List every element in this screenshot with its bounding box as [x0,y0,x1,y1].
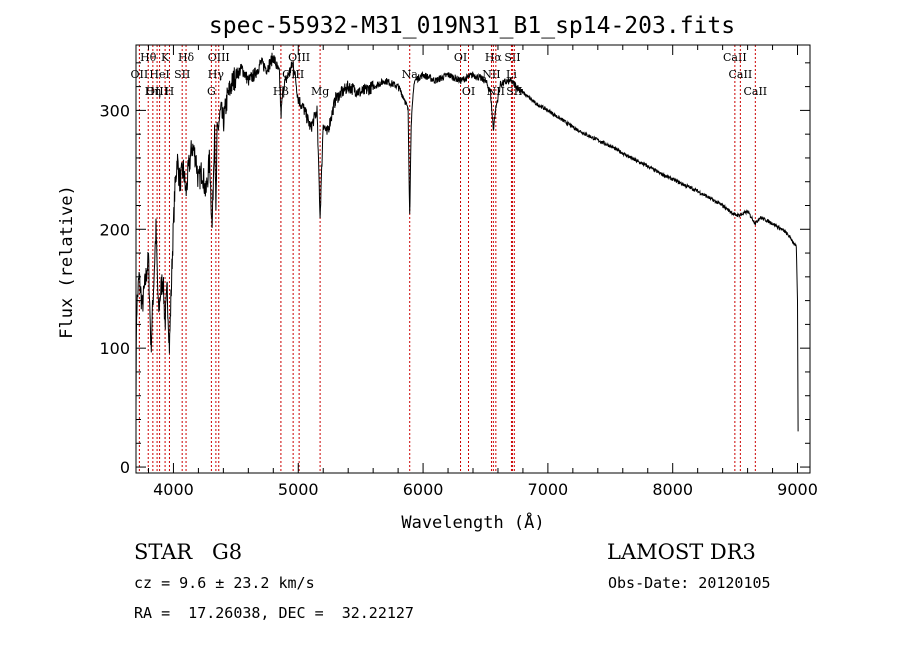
survey-name: LAMOST DR3 [607,540,756,564]
obs-date-text: Obs-Date: 20120105 [608,574,771,592]
line-marker-label: SII [504,51,520,64]
redshift-text: cz = 9.6 ± 23.2 km/s [134,574,315,592]
x-tick-label: 6000 [403,480,444,499]
line-marker-label: Hδ [178,51,195,64]
line-marker-label: CaII [729,68,753,81]
line-marker-label: OIII [146,85,168,98]
object-class: STAR [134,540,193,564]
line-marker-label: NII [487,85,505,98]
plot-frame [135,44,811,474]
line-marker-label: HeI [149,68,169,81]
y-tick-label: 300 [99,101,130,120]
line-marker-label: Li [506,68,517,81]
coordinates-text: RA = 17.26038, DEC = 32.22127 [134,604,414,622]
x-tick-label: 5000 [278,480,319,499]
line-marker-label: Hα [485,51,503,64]
x-tick-label: 7000 [528,480,569,499]
x-tick-label: 8000 [652,480,693,499]
object-subclass: G8 [212,540,243,564]
line-marker-label: Mg [311,85,329,98]
line-marker-label: CaII [723,51,747,64]
line-marker-label: OI [462,85,475,98]
axis-ticks: 4000 5000 6000 7000 8000 9000 0 100 200 300 [99,45,818,499]
x-tick-label: 9000 [777,480,818,499]
line-marker-label: SII [174,68,190,81]
line-marker-label: CaII [743,85,767,98]
line-marker-label: Na [402,68,419,81]
y-tick-label: 100 [99,339,130,358]
line-marker-label: OI [454,51,467,64]
line-marker-label: Hβ [273,85,289,98]
line-marker-label: OII [131,68,149,81]
line-marker-label: Hγ [208,68,225,81]
line-marker-label: G [207,85,216,98]
y-tick-label: 0 [120,458,130,477]
y-axis-label: Flux (relative) [57,185,77,339]
chart-title: spec-55932-M31_019N31_B1_sp14-203.fits [209,13,735,39]
line-marker-label: H [165,85,175,98]
line-marker-label: OIII [208,51,230,64]
y-tick-label: 200 [99,220,130,239]
x-tick-label: 4000 [153,480,194,499]
x-axis-label: Wavelength (Å) [401,511,544,533]
spectrum-line [135,52,799,432]
line-marker-label: Hθ [140,51,157,64]
line-marker-label: K [161,51,170,64]
line-marker-label: Hη [145,85,161,98]
